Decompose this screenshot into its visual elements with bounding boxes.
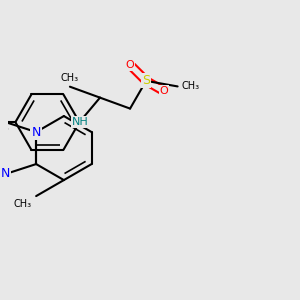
Text: CH₃: CH₃ xyxy=(13,199,31,209)
Text: CH₃: CH₃ xyxy=(182,81,200,92)
Text: NH: NH xyxy=(72,117,89,127)
Text: N: N xyxy=(1,167,10,181)
Text: CH₃: CH₃ xyxy=(61,73,79,83)
Text: O: O xyxy=(126,60,135,70)
Text: N: N xyxy=(32,126,41,139)
Text: O: O xyxy=(160,86,169,96)
Text: S: S xyxy=(142,74,150,87)
